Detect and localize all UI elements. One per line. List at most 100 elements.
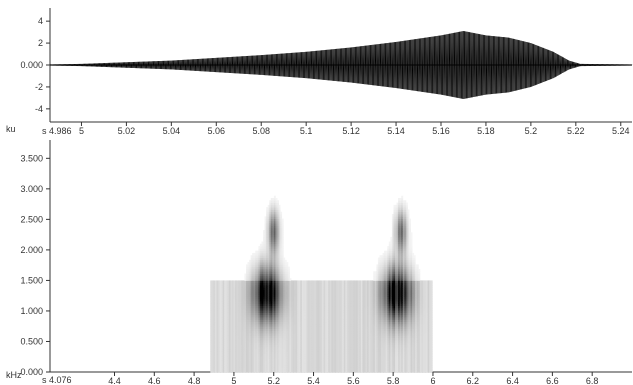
spectrogram-cell: [242, 312, 245, 316]
spectrogram-cell: [277, 285, 279, 288]
spectrogram-cell: [264, 369, 267, 373]
spectrogram-cell: [298, 323, 301, 327]
spectrogram-cell: [376, 264, 379, 268]
spectrogram-cell: [263, 335, 265, 339]
spectrogram-cell: [360, 307, 363, 311]
spectrogram-cell: [294, 339, 297, 343]
spectrogram-cell: [351, 291, 354, 295]
spectrogram-cell: [306, 339, 309, 343]
spectrogram-cell: [373, 278, 376, 281]
spectrogram-cell: [353, 342, 356, 345]
spectrogram-cell: [244, 335, 247, 339]
spectrogram-cell: [357, 353, 360, 357]
spectrogram-cell: [249, 280, 252, 284]
spectrogram-cell: [301, 326, 304, 329]
spectrogram-cell: [354, 358, 357, 361]
spectrogram-cell: [300, 369, 303, 373]
spectrogram-cell: [286, 287, 289, 290]
spectrogram-cell: [264, 264, 267, 268]
spectrogram-cell: [233, 323, 236, 327]
spectrogram-cell: [277, 259, 279, 263]
spectrogram-cell: [225, 349, 228, 352]
spectrogram-cell: [318, 330, 321, 334]
spectrogram-cell: [315, 303, 318, 307]
spectrogram-cell: [284, 369, 287, 373]
spectrogram-cell: [294, 321, 297, 325]
spectrogram-cell: [242, 296, 245, 300]
spectrogram-cell: [263, 241, 265, 245]
spectrogram-cell: [258, 342, 261, 345]
spectrogram-cell: [311, 289, 314, 293]
spectrogram-cell: [211, 321, 214, 325]
spectrogram-cell: [301, 355, 304, 359]
spectrogram-cell: [259, 305, 262, 309]
spectrogram-cell: [345, 307, 348, 311]
spectrogram-cell: [283, 353, 286, 357]
spectrogram-cell: [210, 353, 213, 357]
spectrogram-cell: [273, 273, 276, 277]
spectrogram-cell: [325, 365, 328, 368]
spectrogram-cell: [227, 312, 230, 316]
spectrogram-cell: [280, 250, 283, 254]
spectrogram-cell: [300, 317, 303, 320]
spectrogram-cell: [283, 335, 286, 339]
spectrogram-cell: [306, 330, 309, 334]
spectrogram-cell: [371, 337, 374, 341]
spectrogram-cell: [374, 344, 377, 348]
spectrogram-cell: [351, 285, 354, 288]
spectrogram-cell: [280, 365, 283, 368]
spectrogram-cell: [325, 362, 328, 366]
spectrogram-cell: [374, 367, 377, 371]
spectrogram-cell: [374, 346, 377, 350]
spectrogram-cell: [269, 257, 272, 261]
spectrogram-cell: [252, 319, 255, 323]
spectrogram-cell: [280, 266, 283, 270]
spectrogram-cell: [210, 312, 213, 316]
spectrogram-cell: [337, 330, 340, 334]
spectrogram-cell: [267, 207, 270, 210]
spectrogram-cell: [373, 285, 376, 288]
spectrogram-cell: [306, 367, 309, 371]
spectrogram-cell: [214, 344, 217, 348]
spectrogram-cell: [232, 294, 234, 297]
spectrogram-cell: [255, 287, 258, 290]
spectrogram-cell: [273, 259, 276, 263]
spectrogram-cell: [294, 346, 297, 350]
spectrogram-cell: [314, 358, 317, 361]
spectrogram-cell: [245, 355, 248, 359]
spectrogram-cell: [214, 314, 217, 318]
spectrogram-cell: [326, 367, 329, 371]
spectrogram-cell: [368, 369, 371, 373]
spectrogram-cell: [264, 310, 267, 313]
spectrogram-cell: [306, 305, 309, 309]
spectrogram-cell: [273, 344, 276, 348]
spectrogram-cell: [367, 360, 370, 364]
spectrogram-cell: [273, 202, 276, 206]
spectrogram-cell: [211, 328, 214, 332]
spectrogram-cell: [273, 342, 276, 345]
spectrogram-cell: [263, 257, 265, 261]
spectrogram-cell: [259, 319, 262, 323]
spectrogram-cell: [236, 307, 239, 311]
spectrogram-cell: [245, 264, 248, 268]
spectrogram-cell: [339, 328, 342, 332]
spectrogram-cell: [253, 314, 256, 318]
spectrogram-cell: [249, 369, 252, 373]
spectrogram-cell: [336, 339, 338, 343]
spectrogram-cell: [317, 335, 320, 339]
spectrogram-cell: [278, 271, 281, 274]
spectrogram-cell: [298, 307, 301, 311]
spectrogram-cell: [245, 369, 248, 373]
spectrogram-cell: [267, 259, 270, 263]
spectrogram-cell: [211, 369, 214, 373]
spectrogram-cell: [225, 305, 228, 309]
spectrogram-cell: [235, 289, 238, 293]
spectrogram-cell: [238, 289, 241, 293]
spectrogram-cell: [266, 344, 269, 348]
spectrogram-cell: [359, 337, 362, 341]
spectrogram-cell: [345, 349, 348, 352]
spectrogram-cell: [249, 312, 252, 316]
spectrogram-cell: [270, 351, 273, 355]
spectrogram-cell: [362, 353, 365, 357]
spectrogram-cell: [350, 323, 352, 327]
